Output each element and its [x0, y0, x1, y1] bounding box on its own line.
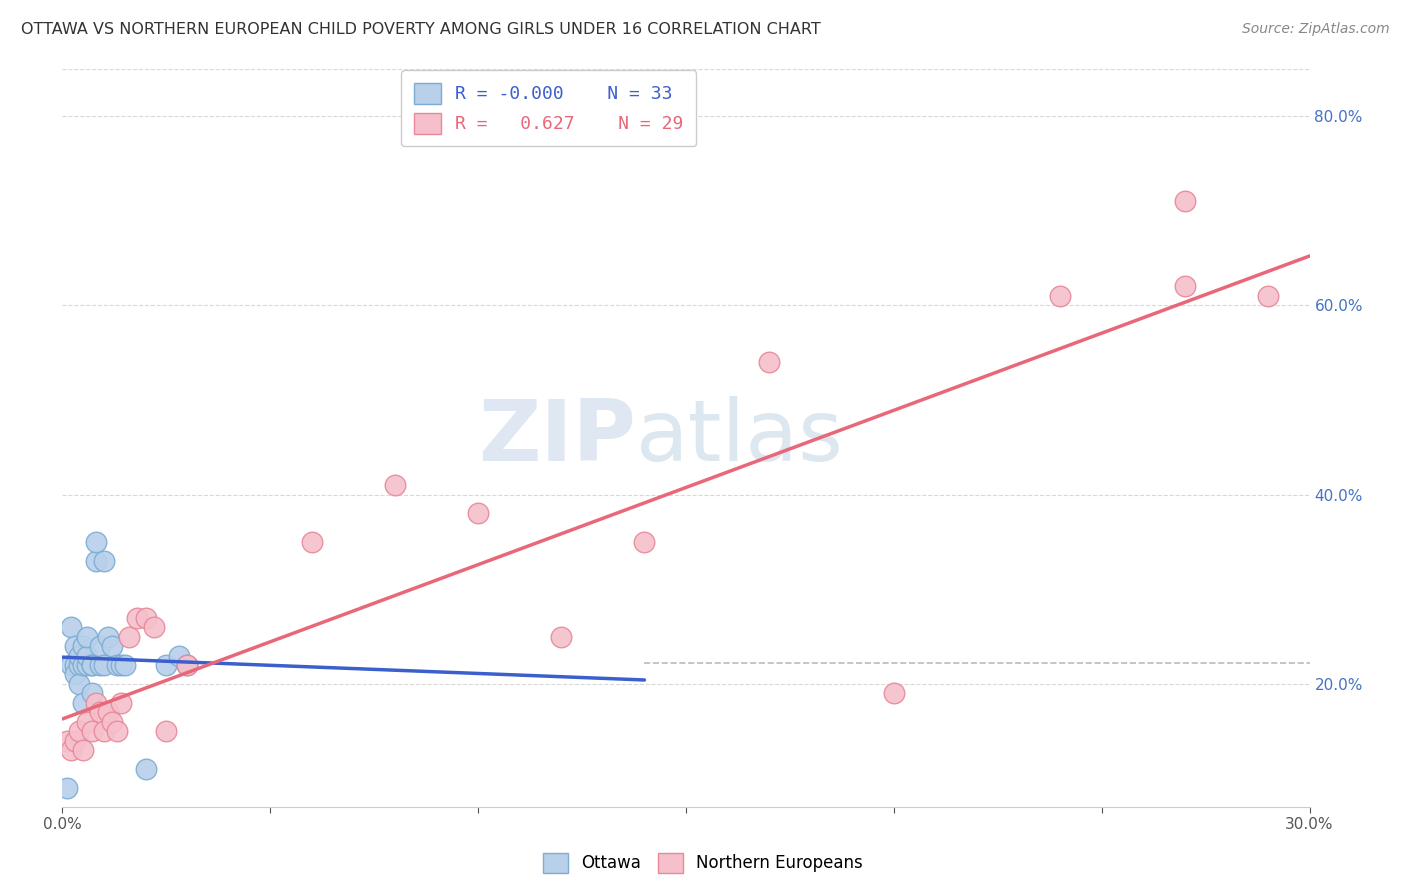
Point	[633, 535, 655, 549]
Point	[72, 639, 94, 653]
Point	[63, 657, 86, 672]
Point	[55, 780, 77, 795]
Point	[105, 724, 128, 739]
Point	[105, 657, 128, 672]
Point	[76, 630, 98, 644]
Point	[63, 733, 86, 747]
Point	[67, 724, 90, 739]
Point	[135, 762, 157, 776]
Point	[114, 657, 136, 672]
Point	[155, 657, 177, 672]
Point	[176, 657, 198, 672]
Point	[63, 667, 86, 681]
Point	[142, 620, 165, 634]
Point	[1257, 289, 1279, 303]
Point	[76, 714, 98, 729]
Point	[89, 706, 111, 720]
Point	[84, 554, 107, 568]
Point	[110, 657, 132, 672]
Point	[72, 743, 94, 757]
Point	[80, 686, 103, 700]
Point	[93, 724, 115, 739]
Point	[127, 610, 149, 624]
Point	[384, 478, 406, 492]
Point	[59, 743, 82, 757]
Point	[467, 507, 489, 521]
Point	[80, 657, 103, 672]
Point	[76, 648, 98, 663]
Point	[84, 535, 107, 549]
Text: Source: ZipAtlas.com: Source: ZipAtlas.com	[1241, 22, 1389, 37]
Point	[135, 610, 157, 624]
Point	[550, 630, 572, 644]
Point	[155, 724, 177, 739]
Text: ZIP: ZIP	[478, 396, 636, 479]
Point	[758, 355, 780, 369]
Point	[89, 639, 111, 653]
Point	[67, 648, 90, 663]
Point	[1174, 194, 1197, 208]
Point	[110, 696, 132, 710]
Point	[59, 620, 82, 634]
Point	[118, 630, 141, 644]
Legend: R = -0.000    N = 33, R =   0.627    N = 29: R = -0.000 N = 33, R = 0.627 N = 29	[401, 70, 696, 146]
Point	[80, 724, 103, 739]
Point	[167, 648, 190, 663]
Point	[89, 657, 111, 672]
Point	[76, 657, 98, 672]
Point	[84, 696, 107, 710]
Point	[93, 554, 115, 568]
Point	[67, 677, 90, 691]
Point	[72, 657, 94, 672]
Point	[80, 657, 103, 672]
Legend: Ottawa, Northern Europeans: Ottawa, Northern Europeans	[536, 847, 870, 880]
Point	[63, 639, 86, 653]
Point	[101, 639, 124, 653]
Point	[55, 733, 77, 747]
Point	[883, 686, 905, 700]
Point	[97, 706, 120, 720]
Point	[59, 657, 82, 672]
Point	[97, 630, 120, 644]
Text: atlas: atlas	[636, 396, 844, 479]
Text: OTTAWA VS NORTHERN EUROPEAN CHILD POVERTY AMONG GIRLS UNDER 16 CORRELATION CHART: OTTAWA VS NORTHERN EUROPEAN CHILD POVERT…	[21, 22, 821, 37]
Point	[176, 657, 198, 672]
Point	[1049, 289, 1071, 303]
Point	[72, 696, 94, 710]
Point	[67, 657, 90, 672]
Point	[101, 714, 124, 729]
Point	[1174, 279, 1197, 293]
Point	[301, 535, 323, 549]
Point	[93, 657, 115, 672]
